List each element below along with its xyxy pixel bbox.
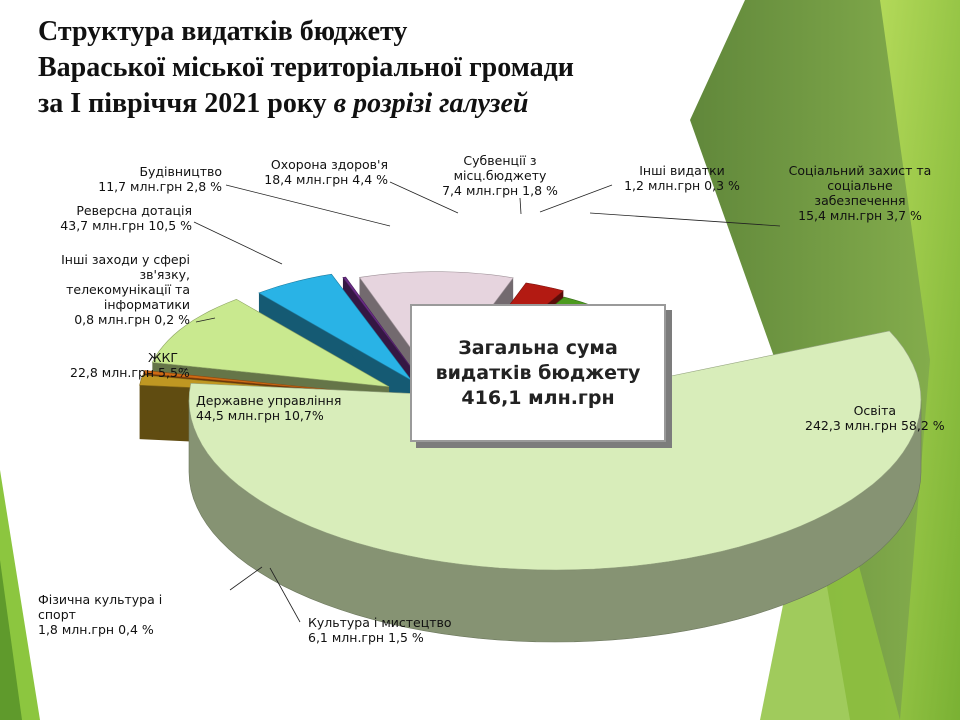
slice-label-10-line-1: 1,2 млн.грн 0,3 % — [624, 178, 740, 193]
slice-label-5: Інші заходи у сфері зв'язку, телекомунікац… — [40, 252, 190, 327]
pie-slice-top-4 — [258, 273, 412, 381]
leader-line-9 — [589, 212, 781, 227]
decor-shape-left-dark — [0, 560, 22, 720]
slice-label-8: Охорона здоров'я 18,4 млн.грн 4,4 % — [238, 157, 388, 187]
slice-label-7-line-1: 11,7 млн.грн 2,8 % — [98, 179, 222, 194]
slice-label-9-line-2: 7,4 млн.грн 1,8 % — [442, 183, 558, 198]
slice-label-9-line-0: Субвенції з — [463, 153, 537, 168]
title-line-2: Вараської міської територіальної громади — [38, 52, 574, 83]
slice-label-10: Інші видатки 1,2 млн.грн 0,3 % — [612, 163, 752, 193]
slice-label-1: Культура і мистецтво 6,1 млн.грн 1,5 % — [308, 615, 452, 645]
title-line-3: за І півріччя 2021 року в розрізі галузе… — [38, 86, 738, 122]
slice-label-3-line-1: 44,5 млн.грн 10,7% — [196, 408, 324, 423]
leader-lines — [179, 181, 781, 623]
title-line-1: Структура видатків бюджету — [38, 16, 408, 47]
slice-label-8-line-0: Охорона здоров'я — [270, 157, 388, 172]
leader-line-3 — [195, 317, 216, 323]
decor-shape-right-light — [880, 0, 960, 720]
slice-label-5-line-4: 0,8 млн.грн 0,2 % — [74, 312, 190, 327]
leader-line-8 — [539, 184, 613, 213]
slice-label-8-line-1: 18,4 млн.грн 4,4 % — [264, 172, 388, 187]
slice-label-7: Будівництво 11,7 млн.грн 2,8 % — [60, 164, 222, 194]
slice-label-4-line-0: ЖКГ — [148, 350, 178, 365]
slice-label-5-line-1: зв'язку, — [139, 267, 190, 282]
leader-line-6 — [389, 181, 459, 214]
total-box: Загальна сума видатків бюджету 416,1 млн… — [410, 304, 666, 442]
slice-label-11-line-2: забезпечення — [814, 193, 906, 208]
title-line-3-italic: в розрізі галузей — [333, 88, 529, 119]
slice-label-1-line-0: Культура і мистецтво — [308, 615, 452, 630]
slice-label-4: ЖКГ 22,8 млн.грн 5,5% — [70, 350, 190, 380]
slice-label-2-line-0: Фізична культура і — [38, 592, 163, 607]
slice-label-5-line-3: інформатики — [103, 297, 190, 312]
slice-label-9: Субвенції з місц.бюджету 7,4 млн.грн 1,8 % — [425, 153, 575, 198]
total-line-3: 416,1 млн.грн — [461, 386, 615, 409]
slice-label-3: Державне управління 44,5 млн.грн 10,7% — [196, 393, 341, 423]
total-line-2: видатків бюджету — [435, 361, 641, 384]
slice-label-1-line-1: 6,1 млн.грн 1,5 % — [308, 630, 424, 645]
slice-label-11-line-3: 15,4 млн.грн 3,7 % — [798, 208, 922, 223]
slice-label-11: Соціальний захист та соціальне забезпеченн… — [780, 163, 940, 223]
slice-label-2-line-1: спорт — [38, 607, 76, 622]
slice-label-9-line-1: місц.бюджету — [453, 168, 547, 183]
slice-label-3-line-0: Державне управління — [196, 393, 342, 408]
leader-line-7 — [519, 197, 522, 215]
title-line-3-plain: за І півріччя 2021 року — [38, 88, 334, 119]
pie-slice-top-2 — [142, 370, 377, 395]
slice-label-11-line-0: Соціальний захист та — [788, 163, 932, 178]
slice-label-6: Реверсна дотація 43,7 млн.грн 10,5 % — [40, 203, 192, 233]
slice-label-10-line-0: Інші видатки — [639, 163, 725, 178]
slice-label-4-line-1: 22,8 млн.грн 5,5% — [70, 365, 190, 380]
slice-label-2: Фізична культура і спорт 1,8 млн.грн 0,4 % — [38, 592, 162, 637]
slice-label-6-line-0: Реверсна дотація — [76, 203, 192, 218]
slice-label-7-line-0: Будівництво — [139, 164, 222, 179]
slice-label-5-line-0: Інші заходи у сфері — [61, 252, 190, 267]
slice-label-0-line-0: Освіта — [853, 403, 897, 418]
chart-title: Структура видатків бюджету Вараської міс… — [38, 14, 738, 122]
slice-label-11-line-1: соціальне — [827, 178, 893, 193]
leader-line-4 — [193, 221, 283, 265]
pie-slice-top-5 — [342, 276, 422, 382]
leader-line-1 — [269, 567, 301, 623]
slice-label-6-line-1: 43,7 млн.грн 10,5 % — [60, 218, 192, 233]
pie-slice-top-0 — [188, 330, 922, 571]
leader-line-0 — [229, 566, 263, 591]
slice-label-0-line-1: 242,3 млн.грн 58,2 % — [805, 418, 945, 433]
leader-line-5 — [225, 184, 391, 227]
pie-slice-0 — [188, 330, 922, 643]
slice-label-2-line-2: 1,8 млн.грн 0,4 % — [38, 622, 154, 637]
slice-label-0: Освіта 242,3 млн.грн 58,2 % — [805, 403, 945, 433]
pie-slice-top-3 — [151, 298, 390, 388]
leader-line-2 — [179, 367, 189, 371]
total-line-1: Загальна сума — [458, 336, 618, 359]
slice-label-5-line-2: телекомунікації та — [66, 282, 190, 297]
